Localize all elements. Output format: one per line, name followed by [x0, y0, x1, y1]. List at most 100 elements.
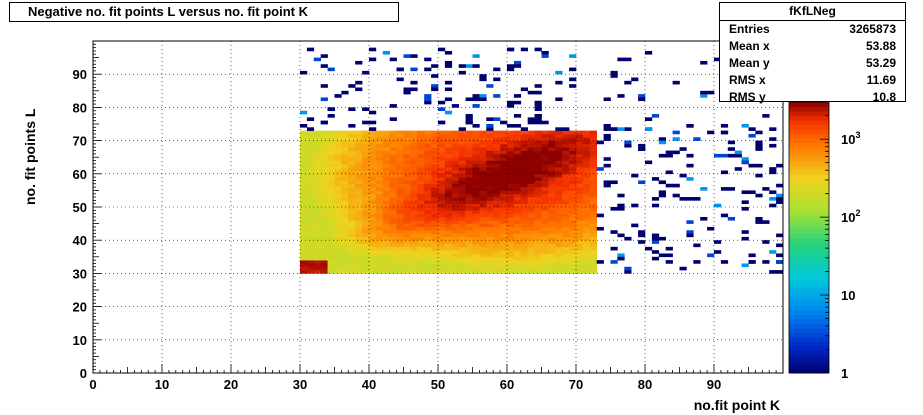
heatmap-cell: [520, 190, 528, 195]
heatmap-cell: [375, 253, 384, 258]
heatmap-cell: [403, 213, 411, 218]
heatmap-cell: [555, 250, 563, 254]
heatmap-cell: [589, 226, 597, 231]
heatmap-cell: [320, 260, 328, 264]
heatmap-cell: [548, 243, 556, 248]
heatmap-cell: [424, 173, 432, 178]
heatmap-cell: [576, 153, 584, 158]
heatmap-cell: [451, 246, 459, 251]
heatmap-cell: [389, 220, 397, 224]
stats-value: 10.8: [872, 90, 896, 104]
heatmap-cell: [617, 233, 625, 238]
heatmap-cell: [520, 183, 528, 188]
heatmap-cell: [396, 256, 404, 261]
heatmap-cell: [479, 200, 487, 204]
heatmap-cell: [541, 187, 549, 191]
heatmap-cell: [348, 203, 356, 208]
heatmap-cell: [417, 177, 425, 181]
heatmap-cell: [541, 180, 549, 185]
heatmap-cell: [451, 197, 459, 201]
palette-swatch: [789, 260, 829, 266]
heatmap-cell: [513, 256, 522, 261]
stats-value: 53.29: [865, 56, 896, 70]
heatmap-cell: [444, 180, 453, 185]
heatmap-cell: [589, 183, 597, 188]
heatmap-cell: [555, 230, 563, 234]
palette-swatch: [789, 314, 829, 320]
heatmap-cell: [541, 190, 549, 195]
heatmap-cell: [458, 220, 466, 224]
heatmap-cell: [451, 240, 459, 244]
heatmap-cell: [327, 130, 335, 135]
heatmap-cell: [396, 170, 404, 175]
heatmap-cell: [589, 197, 597, 201]
heatmap-cell: [451, 210, 459, 214]
heatmap-cell: [362, 107, 370, 112]
heatmap-cell: [500, 153, 508, 158]
heatmap-cell: [569, 220, 577, 224]
heatmap-cell: [520, 240, 528, 244]
heatmap-cell: [382, 207, 390, 211]
heatmap-cell: [444, 64, 453, 68]
heatmap-cell: [465, 143, 473, 148]
heatmap-cell: [520, 266, 528, 271]
heatmap-cell: [472, 177, 480, 181]
heatmap-cell: [465, 266, 473, 271]
heatmap-cell: [410, 213, 418, 218]
heatmap-cell: [472, 124, 480, 128]
heatmap-cell: [417, 243, 425, 248]
heatmap-cell: [410, 197, 418, 201]
heatmap-cell: [472, 104, 480, 108]
heatmap-cell: [451, 160, 459, 165]
heatmap-cell: [465, 210, 473, 214]
heatmap-cell: [300, 210, 308, 214]
heatmap-cell: [493, 157, 501, 161]
heatmap-cell: [334, 153, 342, 158]
heatmap-cell: [527, 270, 535, 274]
heatmap-cell: [534, 120, 542, 125]
heatmap-cell: [527, 137, 535, 141]
heatmap-cell: [355, 150, 363, 155]
heatmap-cell: [576, 200, 584, 204]
heatmap-cell: [472, 153, 480, 158]
heatmap-cell: [507, 104, 515, 108]
heatmap-cell: [313, 187, 321, 191]
heatmap-cell: [472, 150, 480, 155]
heatmap-cell: [410, 266, 418, 271]
palette-swatch: [789, 345, 829, 351]
heatmap-cell: [486, 200, 494, 204]
heatmap-cell: [431, 133, 439, 138]
heatmap-cell: [403, 54, 411, 58]
heatmap-cell: [500, 130, 508, 135]
heatmap-cell: [306, 130, 315, 135]
heatmap-cell: [438, 233, 446, 238]
heatmap-cell: [479, 143, 487, 148]
heatmap-cell: [410, 167, 418, 171]
heatmap-cell: [313, 250, 321, 254]
heatmap-cell: [369, 173, 377, 178]
heatmap-cell: [424, 100, 432, 105]
heatmap-cell: [548, 266, 556, 271]
heatmap-cell: [438, 173, 446, 178]
heatmap-cell: [541, 240, 549, 244]
heatmap-cell: [658, 193, 666, 198]
heatmap-cell: [555, 256, 563, 261]
heatmap-cell: [479, 160, 487, 165]
heatmap-cell: [403, 197, 411, 201]
heatmap-cell: [306, 150, 315, 155]
heatmap-cell: [389, 104, 397, 108]
heatmap-cell: [403, 140, 411, 145]
y-tick-label: 10: [73, 333, 87, 348]
heatmap-cell: [534, 133, 542, 138]
heatmap-cell: [527, 143, 535, 148]
heatmap-cell: [451, 260, 459, 264]
heatmap-cell: [431, 213, 439, 218]
heatmap-cell: [396, 216, 404, 221]
heatmap-cell: [541, 133, 549, 138]
heatmap-cell: [438, 243, 446, 248]
heatmap-cell: [465, 147, 473, 151]
heatmap-cell: [438, 140, 446, 145]
heatmap-cell: [382, 216, 390, 221]
heatmap-cell: [541, 167, 549, 171]
